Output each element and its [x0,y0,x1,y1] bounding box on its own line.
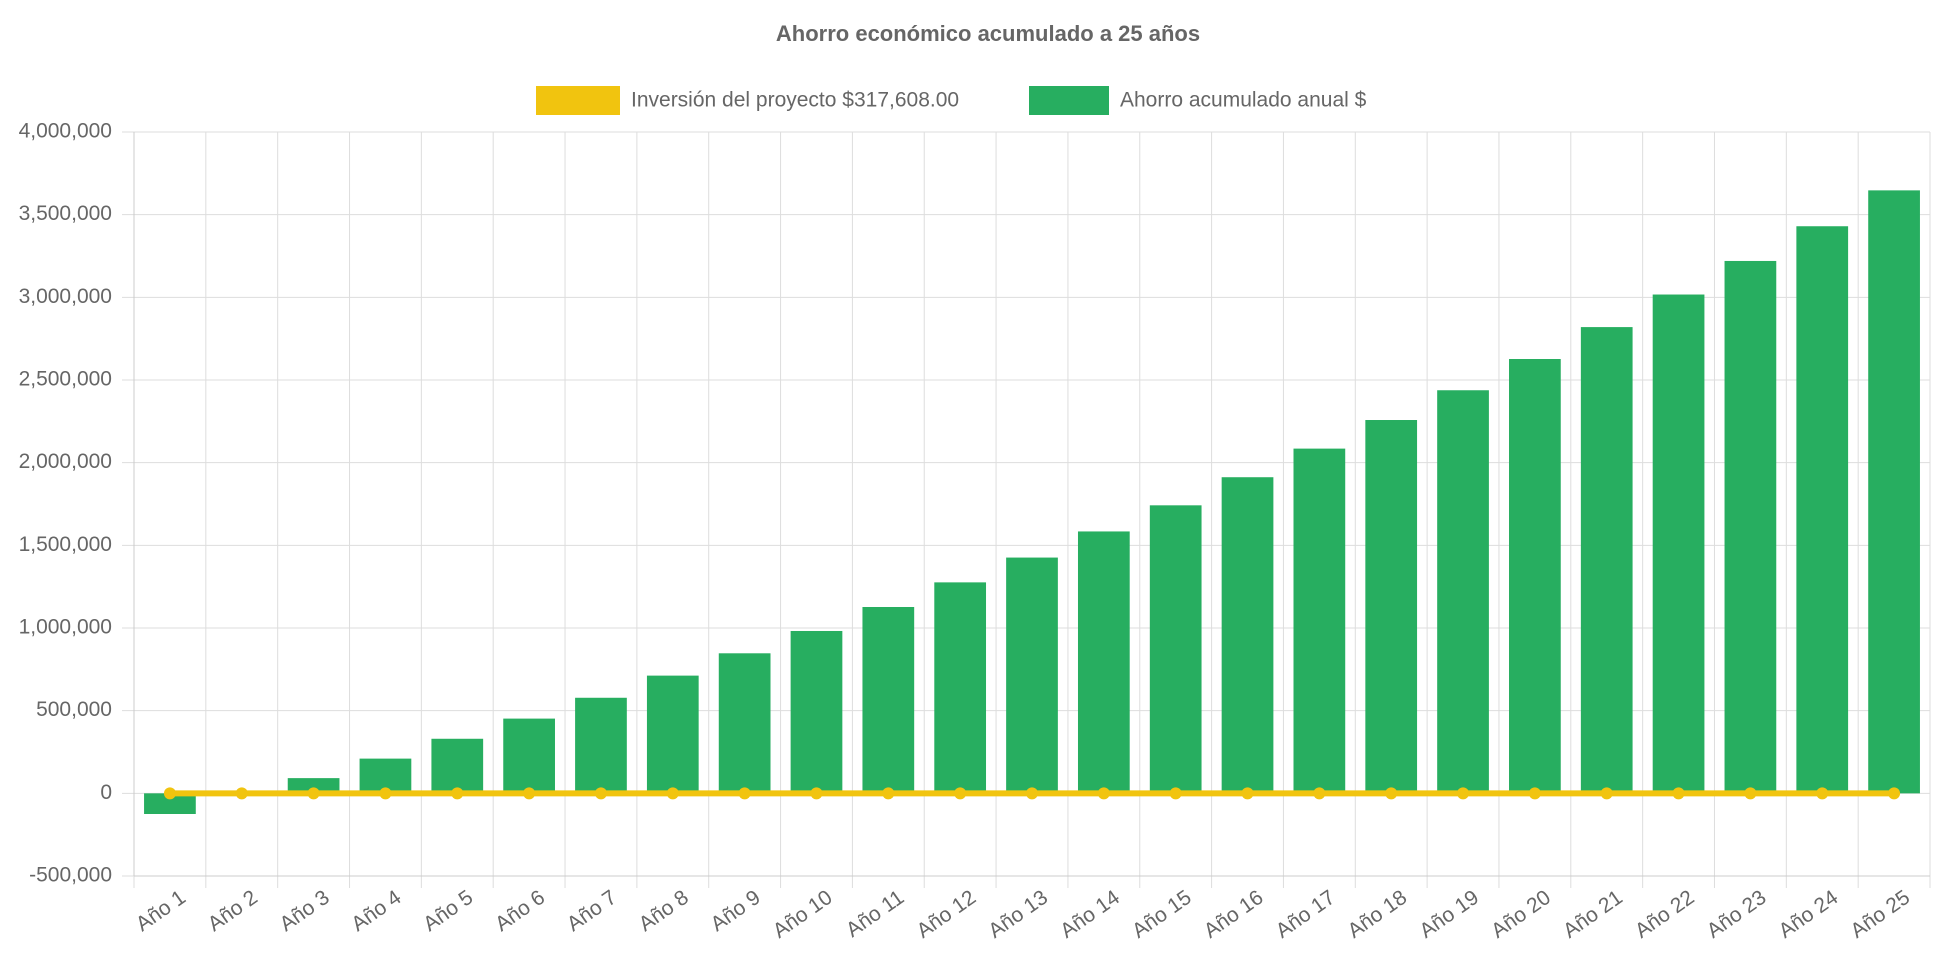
bar [1868,190,1920,794]
x-tick-label: Año 15 [1128,886,1196,943]
line-point [379,787,392,800]
y-tick-label: 500,000 [36,698,112,721]
line-point [1888,787,1901,800]
x-tick-label: Año 22 [1631,886,1699,943]
x-tick-label: Año 5 [419,886,477,936]
y-tick-label: 3,500,000 [19,202,112,225]
bar [646,675,699,794]
y-tick-label: 3,000,000 [19,285,112,308]
line-point [1600,787,1613,800]
x-tick-label: Año 11 [842,886,908,942]
bar [1077,531,1130,794]
bar [144,793,196,814]
legend-label: Ahorro acumulado anual $ [1120,89,1367,112]
bar [934,582,987,794]
line-point [954,787,967,800]
line-point [451,787,464,800]
bar [287,778,340,794]
y-tick-label: 2,000,000 [19,450,112,473]
y-tick-label: 1,500,000 [19,533,112,556]
x-tick-label: Año 13 [984,886,1052,943]
legend-swatch [1029,86,1109,115]
legend-label: Inversión del proyecto $317,608.00 [631,89,959,112]
x-tick-label: Año 3 [275,886,333,936]
x-tick-label: Año 9 [707,886,765,936]
bar [1652,294,1705,794]
y-tick-label: 4,000,000 [19,120,112,143]
line-point [810,787,823,800]
x-tick-label: Año 20 [1487,886,1555,943]
bar [503,718,555,794]
line-point [1672,787,1685,800]
x-tick-label: Año 17 [1272,886,1340,943]
bar [1221,477,1274,794]
y-tick-label: 0 [100,781,112,804]
x-tick-label: Año 8 [635,886,693,936]
y-tick-label: 1,000,000 [19,616,112,639]
x-tick-label: Año 25 [1846,886,1914,943]
bar [431,738,484,794]
line-point [523,787,536,800]
bar [1796,226,1849,794]
bar [1724,260,1777,794]
x-tick-label: Año 7 [563,886,621,936]
y-tick-label: -500,000 [29,864,112,887]
bar [1509,359,1561,794]
x-tick-label: Año 6 [491,886,549,936]
x-tick-label: Año 4 [347,886,405,937]
x-tick-label: Año 16 [1200,886,1268,943]
bar [718,653,771,794]
chart-title: Ahorro económico acumulado a 25 años [776,21,1200,46]
bar [1149,505,1202,794]
line-point [1457,787,1470,800]
x-tick-label: Año 23 [1703,886,1771,943]
line-point [1169,787,1182,800]
line-point [307,787,320,800]
bar [1293,448,1346,794]
y-tick-label: 2,500,000 [19,368,112,391]
bar [575,697,627,794]
line-point [1241,787,1254,800]
bar [1580,327,1633,794]
legend-swatch [536,86,620,115]
bar [862,607,915,794]
x-tick-label: Año 21 [1559,886,1627,943]
line-point [1097,787,1110,800]
x-tick-label: Año 12 [912,886,980,943]
line-point [1026,787,1038,800]
line-point [1528,787,1541,800]
bar [1437,390,1489,794]
x-tick-label: Año 2 [204,886,262,936]
x-tick-label: Año 24 [1775,886,1843,943]
x-tick-label: Año 10 [769,886,837,943]
x-tick-label: Año 1 [132,886,190,936]
line-point [882,787,895,800]
line-point [163,787,176,800]
line-point [594,787,607,800]
line-point [1816,787,1829,800]
line-point [1744,787,1757,800]
line-point [235,787,248,800]
bar [1006,557,1058,794]
x-tick-label: Año 18 [1344,886,1412,943]
bar [790,630,843,794]
line-point [1385,787,1398,800]
x-tick-label: Año 19 [1415,886,1483,943]
line-point [666,787,679,800]
line-point [1313,787,1326,800]
line-point [738,787,751,800]
x-tick-label: Año 14 [1056,886,1124,943]
bar [1365,420,1418,794]
